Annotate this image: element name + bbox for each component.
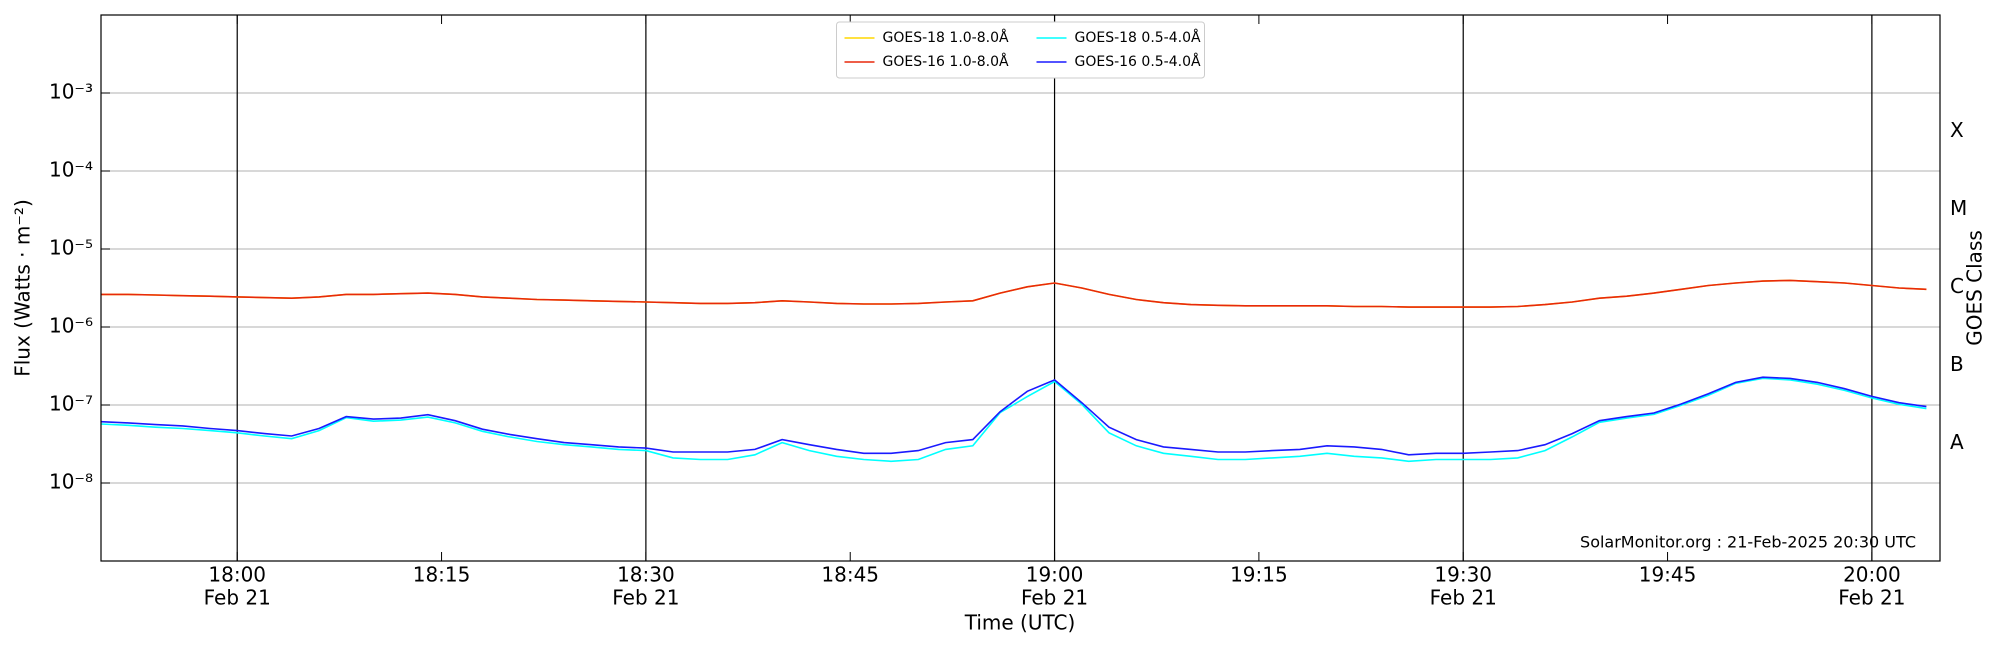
x-tick-label: 19:00 [1026,563,1084,587]
x-tick-date-label: Feb 21 [612,586,679,610]
x-tick-label: 20:00 [1843,563,1901,587]
y-tick-label: 10⁻⁴ [49,158,93,182]
x-tick-label: 18:30 [617,563,675,587]
x-tick-label: 19:45 [1639,563,1697,587]
series-line [100,377,1927,463]
x-tick-label: 19:15 [1230,563,1288,587]
y2-tick-label: X [1950,118,1964,142]
x-tick-date-label: Feb 21 [1430,586,1497,610]
y-tick-label: 10⁻⁶ [49,314,93,338]
x-tick-label: 19:30 [1434,563,1492,587]
x-tick-label: 18:15 [413,563,471,587]
y-tick-label: 10⁻³ [49,80,93,104]
y-tick-label: 10⁻⁷ [49,392,93,416]
series-line [100,376,1927,456]
plot-frame [100,14,1941,562]
series-line [101,279,1927,308]
legend-label: GOES-16 1.0-8.0Å [883,53,1009,70]
legend-label: GOES-16 0.5-4.0Å [1075,53,1201,70]
legend-label: GOES-18 1.0-8.0Å [883,29,1009,46]
y-tick-label: 10⁻⁵ [49,236,93,260]
x-tick-date-label: Feb 21 [204,586,271,610]
x-tick-date-label: Feb 21 [1021,586,1088,610]
y2-axis-label: GOES Class [1963,230,1987,346]
legend-box [836,21,1205,79]
x-axis-label: Time (UTC) [964,611,1076,635]
y2-tick-label: C [1950,274,1964,298]
x-tick-date-label: Feb 21 [1838,586,1905,610]
annotation: SolarMonitor.org : 21-Feb-2025 20:30 UTC [1580,533,1916,552]
y2-tick-label: A [1950,430,1964,454]
y-axis-label: Flux (Watts · m⁻²) [11,199,35,377]
y2-tick-label: B [1950,352,1964,376]
legend-label: GOES-18 0.5-4.0Å [1075,29,1201,46]
y-tick-label: 10⁻⁸ [49,470,93,494]
x-tick-label: 18:00 [208,563,266,587]
x-tick-label: 18:45 [821,563,879,587]
y2-tick-label: M [1950,196,1967,220]
